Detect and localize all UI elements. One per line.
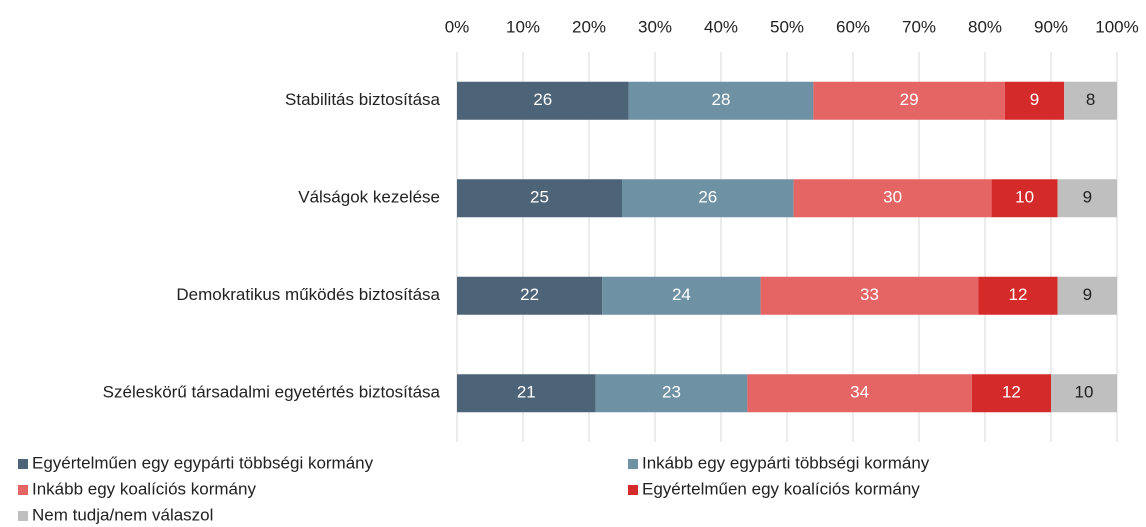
x-tick-label: 0% [445,17,470,36]
data-label: 26 [533,90,552,109]
data-label: 21 [517,383,536,402]
x-tick-label: 70% [902,17,936,36]
bar-segment [978,276,1058,315]
data-label: 9 [1030,90,1039,109]
legend-swatch [18,511,28,521]
data-label: 24 [672,285,691,304]
data-label: 23 [662,383,681,402]
data-label: 33 [860,285,879,304]
legend-label: Inkább egy koalíciós kormány [32,479,256,498]
legend-swatch [628,459,638,469]
category-label: Széleskörű társadalmi egyetértés biztosí… [103,383,441,402]
data-label: 9 [1083,285,1092,304]
bar-segment [813,81,1005,120]
data-label: 8 [1086,90,1095,109]
bar-segment [1064,81,1117,120]
data-label: 10 [1075,383,1094,402]
bar-segment [760,276,979,315]
x-tick-label: 90% [1034,17,1068,36]
x-tick-label: 80% [968,17,1002,36]
x-tick-label: 100% [1095,17,1138,36]
bar-segment [991,179,1058,218]
bar-segment [457,374,596,413]
bar-segment [602,276,761,315]
data-label: 26 [698,188,717,207]
bar-segment [457,276,603,315]
x-tick-label: 10% [506,17,540,36]
data-label: 25 [530,188,549,207]
x-tick-label: 60% [836,17,870,36]
bar-segment [622,179,794,218]
x-tick-label: 20% [572,17,606,36]
legend-label: Inkább egy egypárti többségi kormány [642,453,930,472]
legend-swatch [18,485,28,495]
bar-segment [747,374,972,413]
bar-segment [1051,374,1117,413]
data-label: 28 [712,90,731,109]
legend-swatch [18,459,28,469]
legend-swatch [628,485,638,495]
x-tick-label: 40% [704,17,738,36]
bar-segment [1004,81,1065,120]
legend-label: Egyértelműen egy egypárti többségi kormá… [32,453,374,472]
bar-segment [971,374,1051,413]
data-label: 34 [850,383,869,402]
bar-segment [595,374,748,413]
bar-segment [1057,179,1117,218]
data-label: 10 [1015,188,1034,207]
legend-label: Egyértelműen egy koalíciós kormány [642,479,920,498]
data-label: 22 [520,285,539,304]
data-label: 30 [883,188,902,207]
category-label: Demokratikus működés biztosítása [176,285,440,304]
category-label: Válságok kezelése [298,188,440,207]
bar-segment [457,81,629,120]
bar-segment [793,179,992,218]
legend-label: Nem tudja/nem válaszol [32,505,213,524]
bar-segment [1057,276,1117,315]
category-label: Stabilitás biztosítása [285,90,441,109]
data-label: 12 [1002,383,1021,402]
bar-segment [628,81,814,120]
data-label: 29 [900,90,919,109]
data-label: 12 [1009,285,1028,304]
bar-segment [457,179,622,218]
data-label: 9 [1083,188,1092,207]
x-tick-label: 50% [770,17,804,36]
x-tick-label: 30% [638,17,672,36]
